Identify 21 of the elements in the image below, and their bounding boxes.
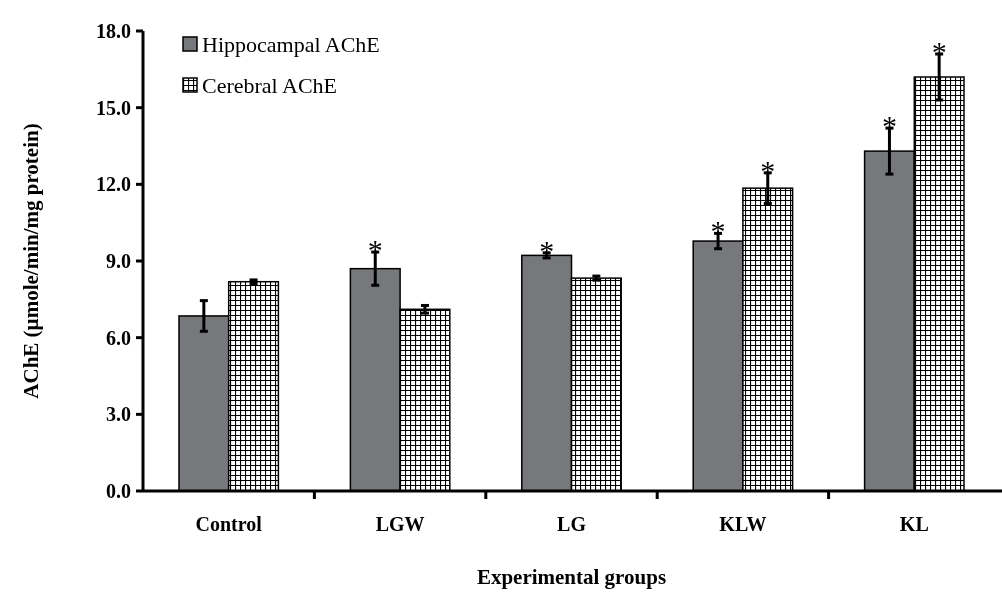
data-label: * — [710, 214, 726, 248]
x-tick-label: KL — [899, 513, 929, 535]
data-label: * — [931, 35, 947, 68]
y-tick-label: 3.0 — [106, 403, 131, 426]
y-tick-label: 12.0 — [96, 173, 131, 196]
x-tick-label: LGW — [375, 513, 425, 535]
data-label: * — [367, 233, 383, 267]
legend-label: Hippocampal AChE — [202, 31, 380, 57]
y-tick-label: 15.0 — [96, 96, 131, 119]
y-axis-title: AChE (µmole/min/mg protein) — [19, 123, 43, 399]
x-axis-title: Experimental groups — [476, 565, 667, 589]
x-tick-label: KLW — [719, 513, 767, 535]
data-label: * — [760, 153, 776, 187]
x-tick-label: Control — [195, 513, 263, 535]
y-tick-label: 9.0 — [106, 250, 131, 272]
data-label: * — [539, 233, 555, 267]
x-tick-label: LG — [557, 513, 587, 535]
y-tick-label: 6.0 — [106, 326, 131, 349]
legend-label: Cerebral AChE — [202, 72, 338, 98]
y-tick-label: 0.0 — [106, 480, 131, 502]
y-tick-label: 18.0 — [96, 20, 131, 42]
